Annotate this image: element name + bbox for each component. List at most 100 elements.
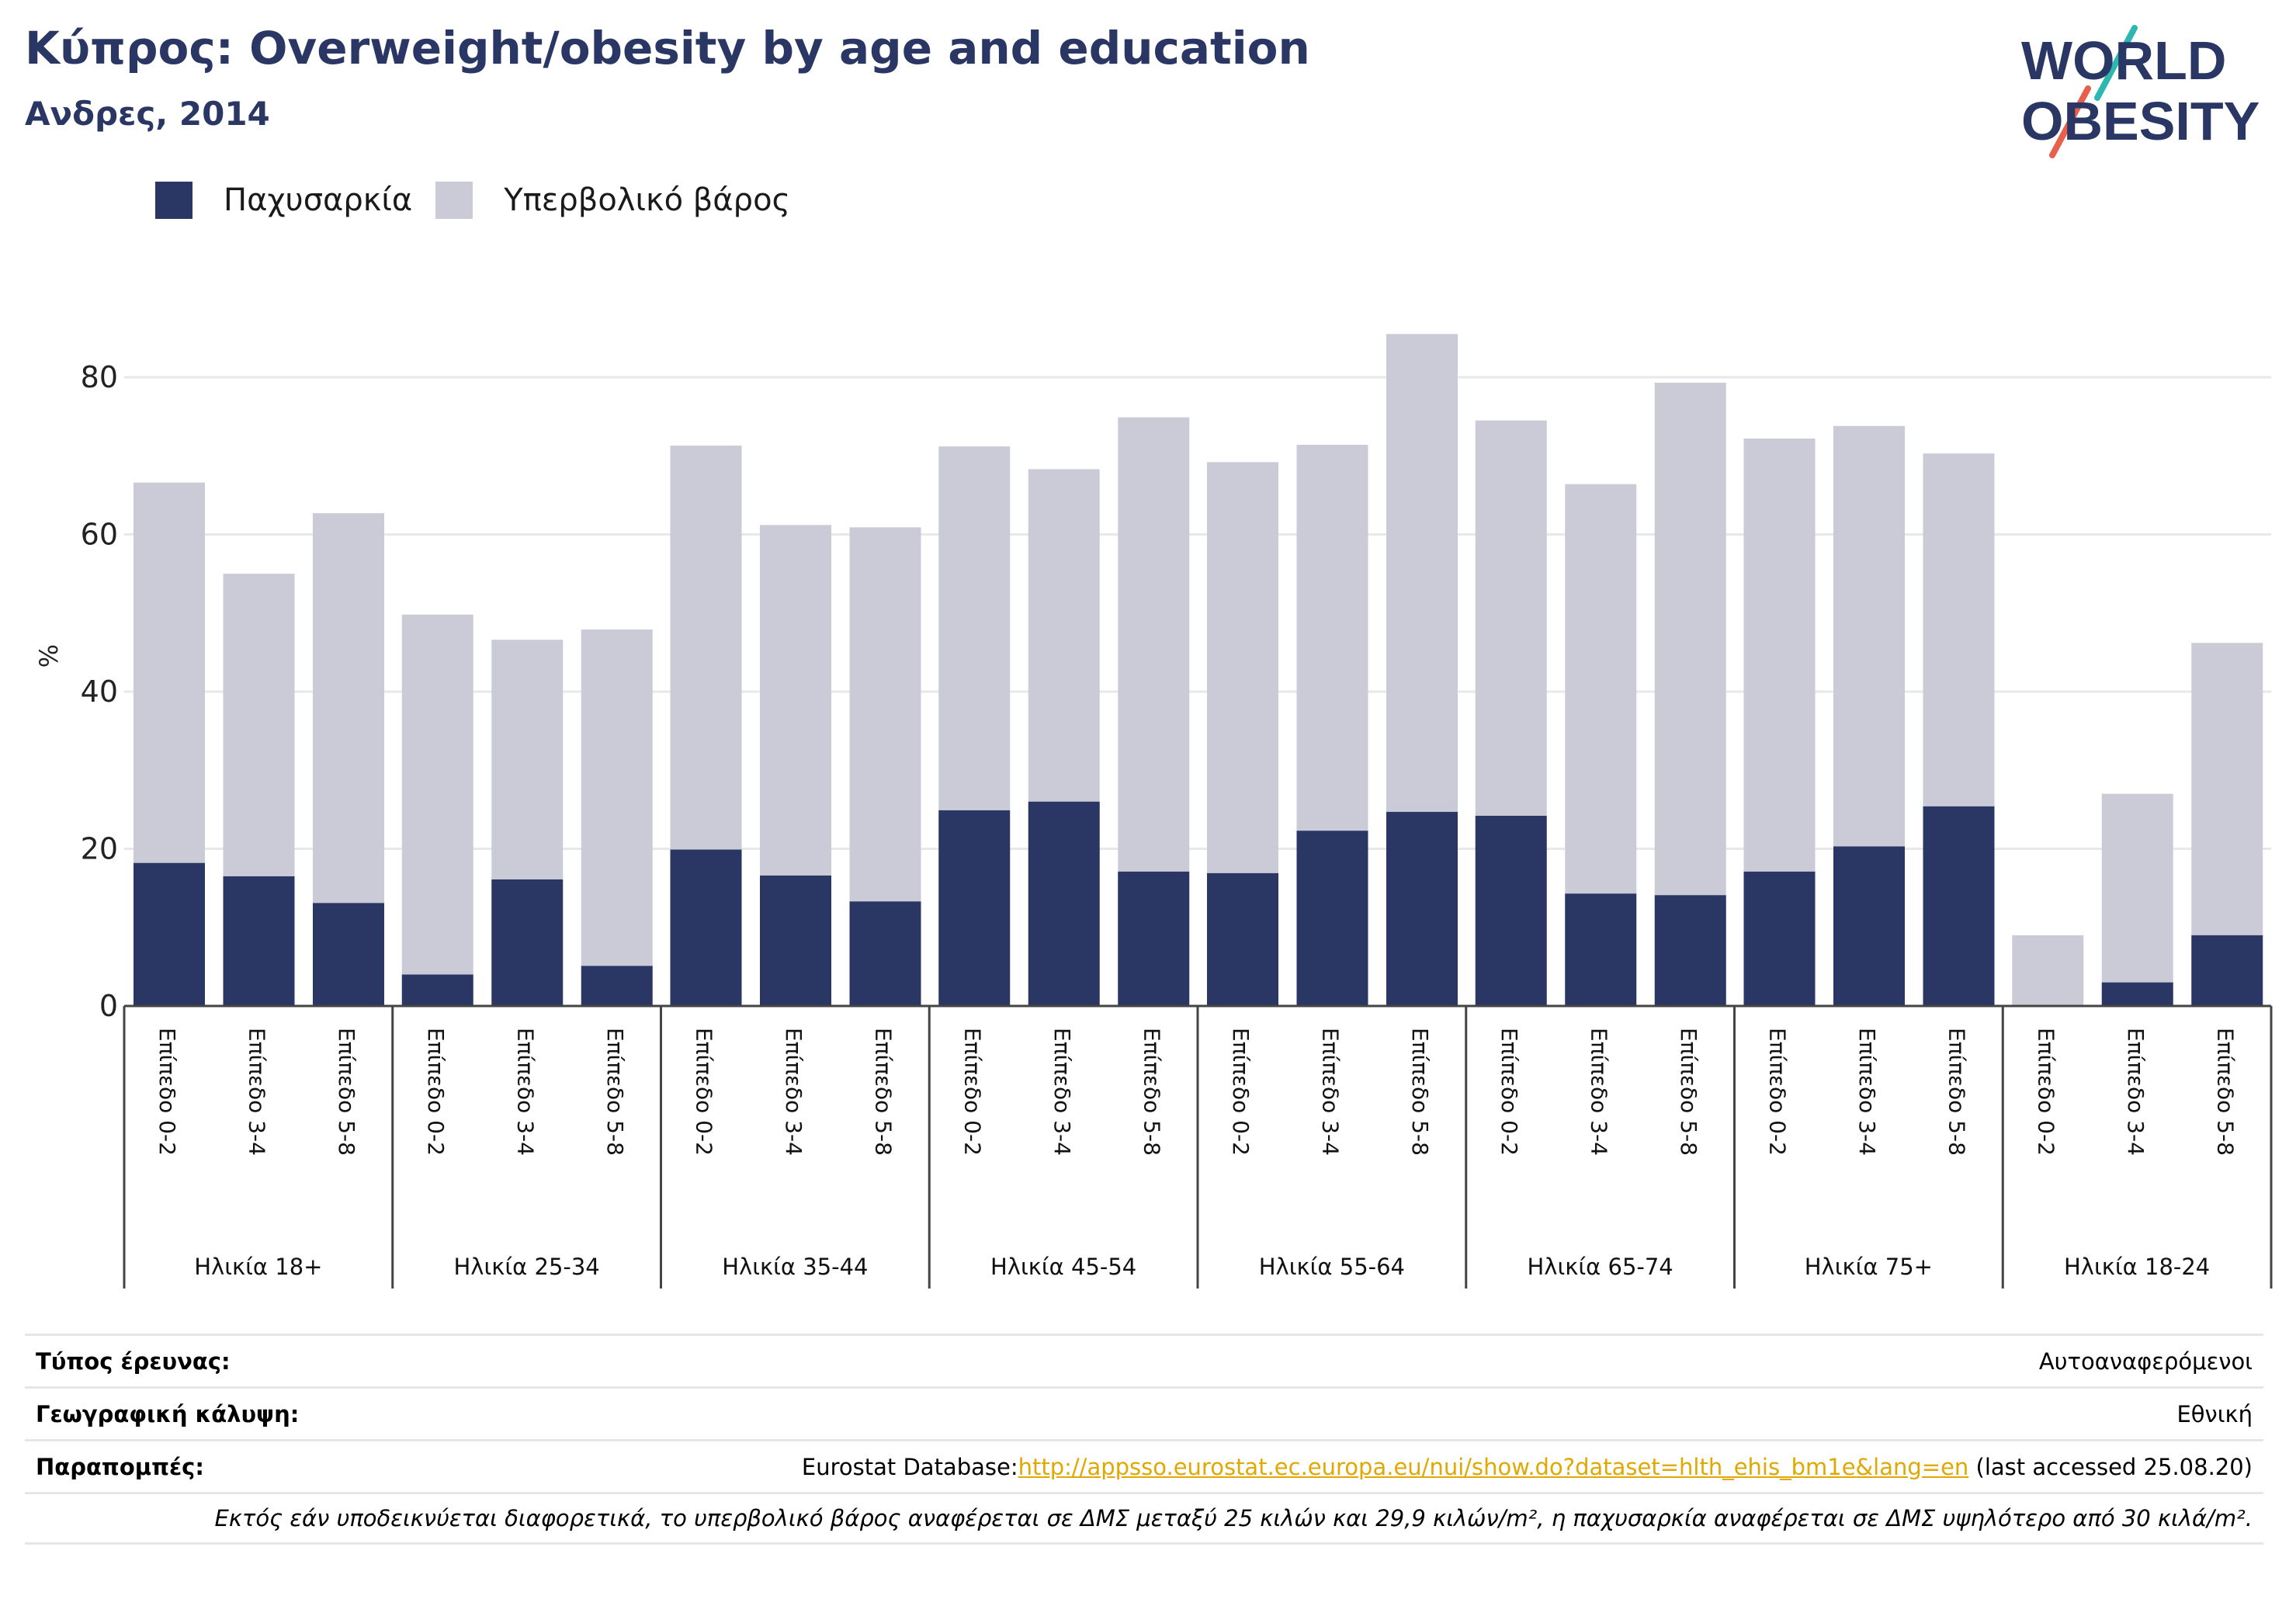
x-tick-label: Επίπεδο 3-4 [245,1028,270,1156]
legend-swatch-obesity [155,182,192,219]
bar-overweight [581,630,653,966]
bar-obesity [2101,982,2173,1006]
bar-overweight [1118,417,1190,872]
bar-overweight [2191,643,2263,935]
bar-obesity [1296,831,1368,1006]
group-label: Ηλικία 65-74 [1527,1254,1673,1280]
bar-overweight [670,446,742,850]
legend-label-obesity: Παχυσαρκία [224,182,413,218]
bar-obesity [1475,815,1547,1006]
x-tick-label: Επίπεδο 3-4 [512,1028,538,1156]
group-label: Ηλικία 55-64 [1259,1254,1405,1280]
bar-overweight [938,446,1011,810]
bar-chart: 0 20 40 60 80% Επίπεδο 0-2 Επίπεδο 3-4 Επίπεδο … [34,334,2273,1289]
x-tick-label: Επίπεδο 5-8 [1676,1028,1701,1156]
legend-item-obesity[interactable]: Παχυσαρκία [155,182,412,219]
survey-type-value: Αυτοαναφερόμενοι [2038,1348,2253,1375]
bar-obesity [1654,895,1726,1006]
bar-overweight [1207,462,1278,873]
x-tick-label: Επίπεδο 5-8 [1944,1028,1970,1156]
bar-obesity [1207,872,1278,1006]
bar-obesity [134,862,205,1006]
definition-note: Εκτός εάν υποδεικνύεται διαφορετικά, το … [214,1505,2253,1531]
references-link[interactable]: http://appsso.eurostat.ec.europa.eu/nui/… [1018,1453,1969,1480]
x-tick-label: Επίπεδο 5-8 [334,1028,359,1156]
bar-obesity [223,876,295,1006]
bar-obesity [760,875,831,1006]
info-row-coverage: Γεωγραφική κάλυψη: Εθνική [25,1386,2263,1439]
y-tick-label-20: 20 [81,832,118,866]
bar-obesity [401,974,473,1006]
bar-obesity [1386,811,1458,1006]
bar-overweight [134,482,205,863]
bar-obesity [491,879,564,1006]
bar-overweight [1296,445,1368,831]
x-tick-label: Επίπεδο 3-4 [1049,1028,1075,1156]
bar-obesity [2191,935,2263,1006]
x-tick-label: Επίπεδο 3-4 [781,1028,806,1156]
bar-overweight [1833,425,1905,847]
bar-overweight [313,513,384,904]
bar-obesity [1118,871,1190,1006]
legend: Παχυσαρκία Υπερβολικό βάρος [155,179,813,222]
bar-overweight [1565,484,1637,894]
y-tick-label-60: 60 [81,518,118,552]
bar-overweight [2101,793,2173,983]
x-tick-label: Επίπεδο 3-4 [2123,1028,2149,1156]
group-label: Ηλικία 18+ [194,1254,322,1280]
x-tick-label: Επίπεδο 0-2 [2033,1028,2058,1156]
references-suffix: (last accessed 25.08.20) [1968,1453,2253,1480]
logo-slash-teal [2094,25,2138,101]
bar-obesity [849,901,921,1006]
group-label: Ηλικία 18-24 [2064,1254,2210,1280]
bar-obesity [1743,871,1816,1006]
references-value: Eurostat Database:http://appsso.eurostat… [802,1454,2253,1480]
bar-obesity [1565,893,1637,1006]
chart-title: Κύπρος: Overweight/obesity by age and ed… [25,22,1310,75]
y-tick-label-40: 40 [81,675,118,709]
bar-obesity [313,903,384,1006]
bar-overweight [1923,453,1995,806]
logo-line2: OBESITY [2021,91,2260,151]
bar-obesity [1833,846,1905,1006]
x-tick-label: Επίπεδο 5-8 [2212,1028,2238,1156]
x-tick-label: Επίπεδο 0-2 [1497,1028,1522,1156]
coverage-label: Γεωγραφική κάλυψη: [36,1400,300,1427]
bar-overweight [1386,334,1458,812]
references-label: Παραπομπές: [36,1453,204,1480]
bar-overweight [2012,935,2084,1006]
info-row-note: Εκτός εάν υποδεικνύεται διαφορετικά, το … [25,1492,2263,1545]
bar-overweight [223,574,295,876]
group-label: Ηλικία 35-44 [722,1254,868,1280]
x-tick-label: Επίπεδο 0-2 [1765,1028,1791,1156]
bar-overweight [1475,420,1547,816]
x-tick-label: Επίπεδο 5-8 [871,1028,897,1156]
y-axis-label: % [34,644,64,668]
legend-item-overweight[interactable]: Υπερβολικό βάρος [435,182,790,219]
bar-obesity [581,966,653,1006]
x-tick-label: Επίπεδο 3-4 [1854,1028,1880,1156]
bar-overweight [1654,383,1726,896]
chart-subtitle: Ανδρες, 2014 [25,95,270,133]
y-tick-label-80: 80 [81,360,118,394]
bar-overweight [491,640,564,879]
group-label: Ηλικία 25-34 [453,1254,599,1280]
info-row-references: Παραπομπές: Eurostat Database:http://app… [25,1439,2263,1492]
x-tick-label: Επίπεδο 5-8 [602,1028,628,1156]
world-obesity-logo: WORLD OBESITY [2021,25,2260,158]
y-tick-label-0: 0 [99,989,118,1023]
bar-obesity [1923,806,1995,1006]
x-tick-label: Επίπεδο 3-4 [1586,1028,1611,1156]
x-tick-label: Επίπεδο 0-2 [423,1028,449,1156]
x-tick-label: Επίπεδο 5-8 [1407,1028,1433,1156]
x-tick-label: Επίπεδο 5-8 [1139,1028,1164,1156]
bar-overweight [849,527,921,902]
x-tick-label: Επίπεδο 0-2 [154,1028,180,1156]
x-tick-label: Επίπεδο 0-2 [1228,1028,1254,1156]
legend-swatch-overweight [435,182,473,219]
bar-obesity [670,849,742,1006]
bar-overweight [760,525,831,876]
group-label: Ηλικία 75+ [1805,1254,1933,1280]
group-label: Ηλικία 45-54 [990,1254,1136,1280]
logo-line1: WORLD [2021,30,2226,91]
